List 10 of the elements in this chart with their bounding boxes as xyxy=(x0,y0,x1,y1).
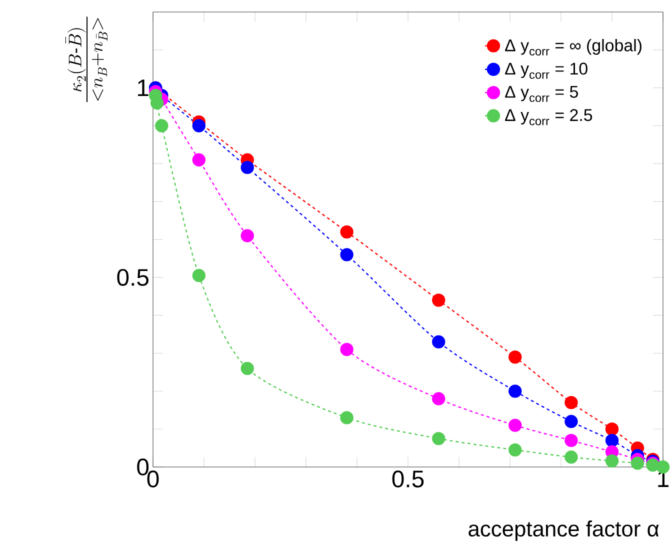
y-axis-title: $\frac{\kappa_2(B\text{-}\bar{B})}{<n_B + n_{\bar{B}}>}$ xyxy=(65,16,108,102)
legend-label: Δ y$_{corr}$ = 2.5 xyxy=(505,109,592,126)
y-tick-label: 0 xyxy=(137,458,149,476)
y-tick-label: 0.5 xyxy=(117,268,148,286)
legend-label: Δ y$_{corr}$ = 5 xyxy=(505,86,578,102)
y-tick-label: 1 xyxy=(138,80,148,96)
x-tick-label: 0.5 xyxy=(392,470,424,488)
x-axis-title: acceptance factor α xyxy=(468,520,659,541)
legend-label: Δ y$_{corr}$ = ∞ (global) xyxy=(505,38,642,56)
legend-label: Δ y$_{corr}$ = 10 xyxy=(505,62,588,79)
